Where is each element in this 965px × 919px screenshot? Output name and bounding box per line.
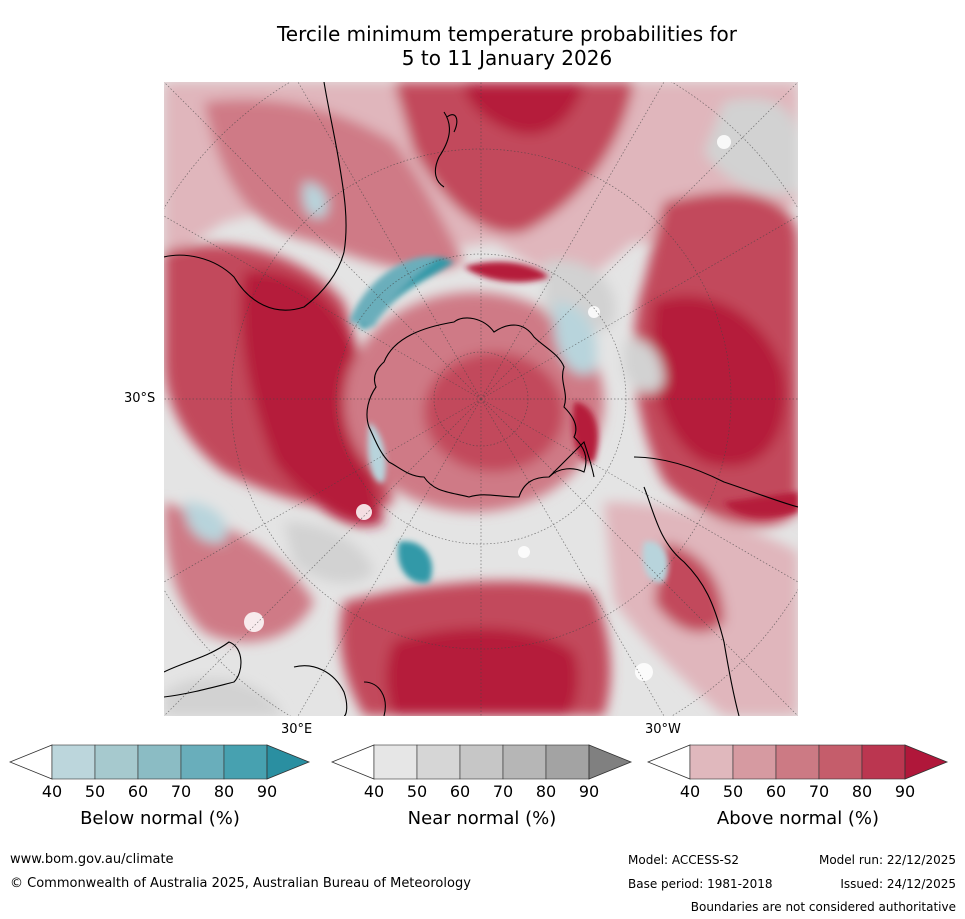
tick: 60 — [127, 782, 149, 801]
colorbar-segment — [732, 744, 777, 780]
lat-label-30s: 30°S — [124, 391, 156, 406]
polar-map — [164, 82, 798, 716]
colorbar-segment — [51, 744, 96, 780]
lon-label-30e: 30°E — [281, 722, 313, 737]
colorbar-segment — [373, 744, 418, 780]
colorbar-near-normal — [330, 743, 633, 785]
colorbar-above-label: Above normal (%) — [716, 808, 880, 829]
colorbar-below-label: Below normal (%) — [80, 808, 240, 829]
tick: 90 — [894, 782, 916, 801]
tick: 60 — [765, 782, 787, 801]
colorbar-segment — [180, 744, 225, 780]
colorbar-extend-low — [8, 744, 53, 780]
colorbar-segment — [502, 744, 547, 780]
colorbar-extend-high — [266, 744, 311, 780]
coastlines — [164, 82, 798, 716]
colorbar-near-svg — [330, 744, 633, 780]
colorbar-extend-high — [904, 744, 949, 780]
tick: 80 — [851, 782, 873, 801]
colorbar-segment — [223, 744, 268, 780]
colorbar-segment — [94, 744, 139, 780]
antarctica-coast — [366, 317, 587, 498]
lon-label-30w: 30°W — [645, 722, 681, 737]
colorbar-above-svg — [646, 744, 949, 780]
copyright-text: © Commonwealth of Australia 2025, Austra… — [10, 876, 471, 891]
madagascar-coast — [293, 665, 348, 716]
africa-coast — [164, 641, 242, 698]
colorbar-below-normal — [8, 743, 311, 785]
colorbar-segment — [818, 744, 863, 780]
graticule — [164, 82, 798, 716]
tick: 50 — [406, 782, 428, 801]
colorbar-segment — [459, 744, 504, 780]
tick: 50 — [722, 782, 744, 801]
tick: 40 — [41, 782, 63, 801]
colorbar-below-svg — [8, 744, 311, 780]
colorbar-extend-low — [646, 744, 691, 780]
base-period-text: Base period: 1981-2018 — [628, 877, 773, 891]
below-normal-band — [349, 256, 798, 583]
website-link[interactable]: www.bom.gov.au/climate — [10, 852, 174, 867]
map-svg — [164, 82, 798, 716]
colorbar-above-normal — [646, 743, 949, 785]
india-coast — [363, 681, 386, 716]
title-line-1: Tercile minimum temperature probabilitie… — [276, 22, 738, 46]
colorbar-extend-low — [330, 744, 375, 780]
title-line-2: 5 to 11 January 2026 — [401, 46, 613, 70]
new-zealand — [434, 111, 458, 188]
colorbar-segment — [861, 744, 906, 780]
colorbar-segment — [775, 744, 820, 780]
colorbar-segment — [545, 744, 590, 780]
tick: 40 — [363, 782, 385, 801]
tick: 50 — [84, 782, 106, 801]
white-gaps — [244, 135, 731, 681]
tick: 90 — [256, 782, 278, 801]
tick: 80 — [535, 782, 557, 801]
issued-text: Issued: 24/12/2025 — [840, 877, 956, 891]
colorbar-segment — [137, 744, 182, 780]
tick: 40 — [679, 782, 701, 801]
tick: 90 — [578, 782, 600, 801]
tick: 70 — [808, 782, 830, 801]
south-america-coast — [633, 456, 798, 716]
antarctic-peninsula — [548, 440, 595, 478]
tick: 80 — [213, 782, 235, 801]
tick: 70 — [170, 782, 192, 801]
colorbar-extend-high — [588, 744, 633, 780]
colorbar-near-label: Near normal (%) — [407, 808, 557, 829]
disclaimer-text: Boundaries are not considered authoritat… — [690, 900, 956, 914]
colorbar-segment — [416, 744, 461, 780]
tick: 60 — [449, 782, 471, 801]
model-text: Model: ACCESS-S2 — [628, 853, 740, 867]
tick: 70 — [492, 782, 514, 801]
colorbar-segment — [689, 744, 734, 780]
map-title: Tercile minimum temperature probabilitie… — [164, 22, 850, 70]
australia-coast — [164, 82, 347, 311]
model-run-text: Model run: 22/12/2025 — [818, 853, 956, 867]
